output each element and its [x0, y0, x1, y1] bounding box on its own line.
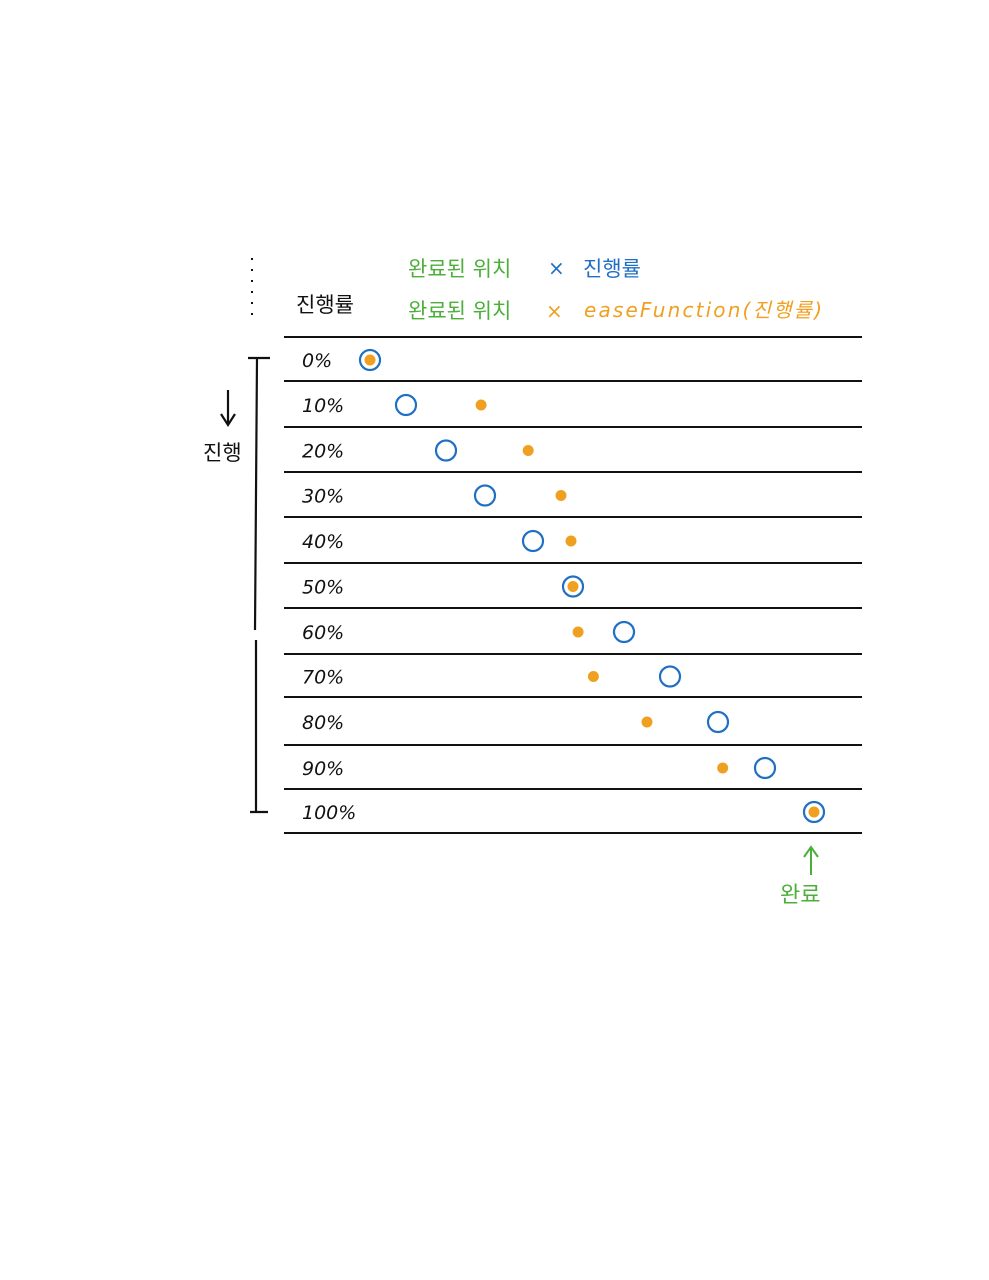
progress-label: 80%	[302, 712, 344, 734]
eased-position-marker	[808, 806, 820, 818]
eased-position-marker	[364, 354, 376, 366]
eased-position-marker	[555, 490, 567, 501]
eased-position-marker	[522, 445, 534, 456]
progress-label: 50%	[302, 577, 344, 599]
formula-linear-right: 진행률	[583, 257, 641, 281]
linear-position-marker	[473, 484, 497, 507]
progress-row: 20%	[302, 439, 534, 463]
progress-label: 70%	[302, 667, 344, 689]
linear-position-marker	[658, 665, 682, 688]
progress-row: 40%	[302, 529, 577, 553]
progress-row: 100%	[302, 800, 826, 824]
linear-position-marker	[612, 620, 636, 644]
progress-row: 30%	[302, 484, 567, 508]
down-arrow-icon	[220, 390, 236, 428]
eased-position-marker	[641, 716, 653, 728]
eased-position-marker	[717, 762, 729, 774]
eased-position-marker	[565, 535, 577, 547]
formula-eased-right: easeFunction(진행률)	[584, 298, 822, 322]
linear-position-marker	[358, 348, 382, 372]
progress-label: 10%	[302, 395, 344, 417]
linear-position-marker	[521, 529, 545, 553]
progress-row: 0%	[302, 348, 382, 372]
progress-bracket	[248, 356, 270, 814]
linear-position-marker	[394, 393, 418, 417]
progress-row: 90%	[302, 756, 777, 780]
linear-position-marker	[434, 439, 458, 462]
progress-row: 80%	[302, 710, 730, 734]
progress-label: 40%	[302, 531, 344, 553]
progress-row: 70%	[302, 665, 682, 689]
formula-linear-left: 완료된 위치	[408, 257, 511, 281]
linear-position-marker	[802, 800, 826, 824]
column-label: 진행률	[296, 293, 354, 317]
linear-position-marker	[706, 710, 730, 734]
progress-row: 10%	[302, 393, 487, 417]
formula-linear: 완료된 위치 × 진행률	[408, 256, 641, 281]
progress-label: 30%	[302, 486, 344, 508]
up-arrow-icon	[803, 845, 819, 875]
progress-label: 100%	[302, 802, 356, 824]
progress-label: 60%	[302, 622, 344, 644]
formula-eased: 완료된 위치 × easeFunction(진행률)	[408, 298, 822, 323]
linear-position-marker	[561, 575, 585, 598]
progress-row: 60%	[302, 620, 636, 644]
formula-eased-op: ×	[546, 299, 563, 323]
direction-label: 진행	[203, 441, 242, 465]
progress-label: 0%	[302, 350, 332, 372]
progress-label: 20%	[302, 441, 344, 463]
progress-label: 90%	[302, 758, 344, 780]
eased-position-marker	[572, 626, 584, 638]
progress-rows: 0% 10% 20% 30% 40% 50% 60% 70% 80% 90% 100%	[284, 336, 862, 834]
linear-position-marker	[753, 756, 777, 780]
eased-position-marker	[587, 671, 599, 682]
formula-linear-op: ×	[548, 256, 565, 280]
eased-position-marker	[567, 581, 579, 592]
eased-position-marker	[475, 399, 487, 411]
formula-eased-left: 완료된 위치	[408, 299, 511, 323]
progress-row: 50%	[302, 575, 585, 599]
done-label: 완료	[780, 883, 820, 908]
